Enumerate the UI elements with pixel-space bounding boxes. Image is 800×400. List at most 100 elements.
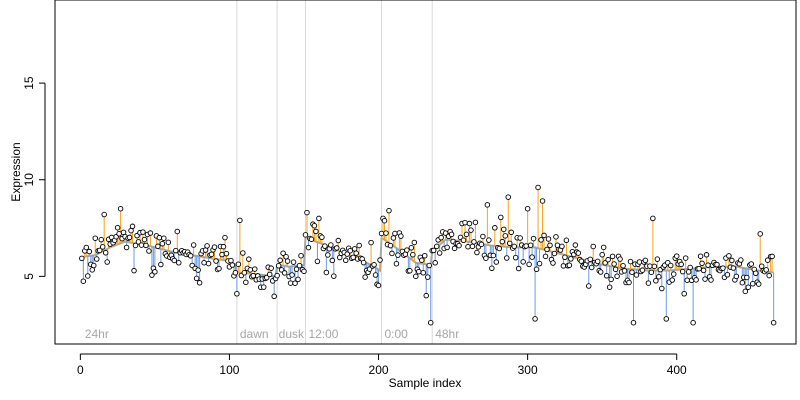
- data-point: [152, 269, 158, 275]
- data-point: [469, 243, 476, 250]
- phase-label: dusk: [279, 327, 305, 341]
- y-axis-title: Expression: [9, 142, 23, 201]
- data-point: [563, 237, 570, 244]
- data-point: [545, 236, 552, 242]
- x-axis: 0 100 200 300 400: [77, 353, 687, 377]
- data-point: [639, 267, 646, 273]
- data-point: [659, 285, 665, 292]
- x-tick-label: 300: [518, 363, 538, 377]
- data-point: [314, 258, 321, 265]
- data-point: [529, 254, 535, 260]
- data-point: [143, 242, 149, 249]
- data-points: [79, 184, 777, 326]
- data-point: [335, 237, 342, 244]
- data-point: [410, 251, 416, 258]
- data-point: [679, 268, 686, 275]
- data-point: [281, 270, 288, 276]
- data-point: [362, 274, 368, 280]
- data-point: [755, 281, 762, 287]
- data-point: [750, 281, 756, 287]
- data-point: [668, 262, 674, 269]
- data-point: [241, 269, 248, 276]
- x-axis-title: Sample index: [389, 376, 462, 390]
- data-point: [654, 256, 661, 262]
- data-point: [416, 268, 422, 275]
- data-point: [587, 256, 593, 263]
- data-point: [308, 236, 315, 242]
- data-point: [319, 234, 325, 241]
- data-point: [651, 263, 658, 270]
- data-point: [621, 268, 628, 274]
- data-point: [687, 264, 693, 271]
- data-point: [323, 269, 330, 276]
- data-point: [504, 255, 510, 261]
- data-point: [284, 258, 291, 264]
- data-point: [375, 282, 382, 289]
- x-tick-label: 100: [219, 363, 239, 377]
- data-point: [381, 217, 388, 224]
- data-point: [377, 257, 383, 263]
- data-point: [483, 255, 489, 261]
- data-point: [636, 259, 643, 265]
- data-point: [733, 273, 740, 280]
- data-point: [463, 231, 470, 238]
- data-point: [472, 219, 479, 226]
- data-point: [423, 292, 429, 299]
- data-point: [395, 252, 401, 258]
- data-point: [274, 272, 280, 279]
- data-point: [471, 239, 477, 245]
- data-point: [763, 267, 769, 273]
- data-point: [173, 247, 179, 254]
- data-point: [171, 257, 178, 264]
- data-point: [550, 260, 556, 266]
- data-point: [398, 233, 404, 239]
- data-point: [79, 255, 85, 262]
- data-point: [296, 262, 303, 269]
- data-point: [678, 261, 684, 268]
- data-point: [682, 255, 689, 261]
- data-point: [490, 252, 497, 259]
- data-point: [729, 257, 735, 264]
- data-point: [93, 256, 100, 262]
- data-point: [195, 267, 201, 273]
- data-point: [360, 259, 367, 266]
- data-point: [114, 224, 121, 231]
- data-point: [560, 263, 567, 269]
- data-point: [627, 258, 634, 265]
- data-point: [489, 265, 495, 272]
- data-point: [626, 279, 632, 286]
- data-point: [480, 233, 486, 240]
- data-point: [699, 260, 705, 267]
- data-point: [532, 316, 538, 322]
- data-point: [389, 250, 395, 257]
- data-point: [433, 243, 440, 250]
- data-point: [496, 245, 503, 252]
- data-point: [456, 242, 462, 249]
- data-point: [295, 276, 301, 283]
- data-point: [608, 276, 614, 283]
- data-point: [645, 280, 652, 286]
- data-point: [553, 234, 559, 240]
- data-point: [289, 272, 295, 278]
- data-point: [347, 247, 353, 254]
- phase-label: 24hr: [85, 327, 109, 341]
- data-point: [353, 250, 359, 256]
- data-point: [304, 209, 310, 216]
- data-point: [86, 248, 93, 255]
- data-point: [506, 240, 513, 247]
- data-point: [271, 293, 277, 300]
- data-point: [196, 280, 203, 286]
- data-point: [250, 272, 257, 279]
- data-point: [201, 259, 207, 266]
- data-point: [386, 207, 392, 214]
- data-point: [478, 241, 485, 248]
- data-point: [542, 253, 549, 260]
- data-point: [745, 284, 752, 290]
- data-point: [499, 238, 506, 245]
- data-point: [588, 264, 595, 271]
- phase-label: 12:00: [308, 327, 338, 341]
- data-point: [758, 263, 765, 269]
- data-point: [594, 258, 601, 265]
